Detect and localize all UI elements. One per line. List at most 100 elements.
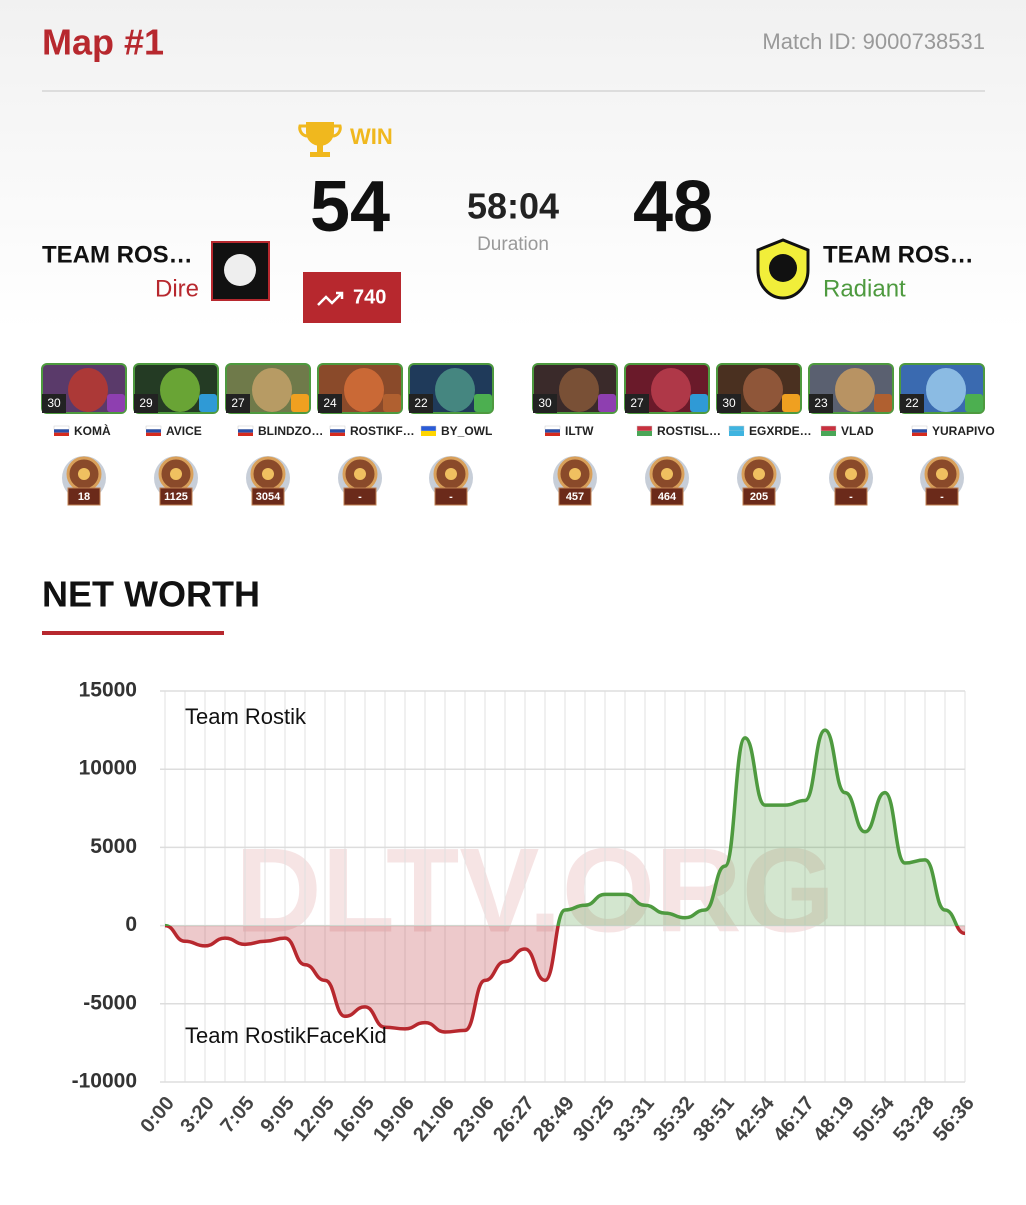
flag bbox=[820, 425, 837, 432]
flag bbox=[146, 429, 161, 433]
flag bbox=[545, 429, 560, 433]
rank-plate bbox=[834, 487, 868, 506]
hero-level: 24 bbox=[323, 396, 337, 410]
rank-number: - bbox=[849, 491, 853, 503]
rank-plate bbox=[343, 487, 377, 506]
player-card[interactable]: 30 KOMÀ 18 bbox=[41, 363, 127, 506]
trophy bbox=[298, 122, 342, 157]
rating-change: 740 bbox=[353, 286, 386, 308]
section-title: NET WORTH bbox=[42, 574, 260, 615]
rank-number: 464 bbox=[658, 491, 677, 503]
right-score: 48 bbox=[633, 167, 713, 247]
player-card[interactable]: 22 BY_OWL - bbox=[408, 363, 494, 506]
rank-core bbox=[845, 468, 857, 480]
role-icon bbox=[199, 394, 217, 412]
player-card[interactable]: 30 ILTW 457 bbox=[532, 363, 618, 506]
rank-number: 1125 bbox=[164, 491, 188, 503]
level-box bbox=[809, 394, 833, 413]
player-name: EGXRDE… bbox=[749, 424, 812, 438]
role-icon bbox=[474, 394, 492, 412]
player-card[interactable]: 27 BLINDZO… 3054 bbox=[225, 363, 323, 506]
player-card[interactable]: 24 ROSTIKF… - bbox=[317, 363, 415, 506]
player-card[interactable]: 27 ROSTISL… 464 bbox=[624, 363, 721, 506]
player-card[interactable]: 30 EGXRDE… 205 bbox=[716, 363, 812, 506]
player-card[interactable]: 29 AVICE 1125 bbox=[133, 363, 219, 506]
hero-art bbox=[743, 368, 783, 412]
hero-art bbox=[435, 368, 475, 412]
rank-number: 18 bbox=[78, 491, 90, 503]
player-card[interactable]: 22 YURAPIVO - bbox=[899, 363, 995, 506]
y-tick-label: 5000 bbox=[90, 835, 137, 858]
x-tick-label: 19:06 bbox=[369, 1092, 419, 1145]
player-name: ROSTIKF… bbox=[350, 424, 415, 438]
rank-plate bbox=[925, 487, 959, 506]
flag bbox=[912, 432, 927, 436]
rank-number: 205 bbox=[750, 491, 768, 503]
rating-box bbox=[303, 272, 401, 323]
player-card[interactable]: 23 VLAD - bbox=[808, 363, 894, 506]
team-name: TEAM ROS… bbox=[42, 241, 193, 268]
players: 30 KOMÀ 18 29 AVICE 1125 27 BLINDZO… 3054 24 ROSTI… bbox=[41, 363, 995, 506]
role-icon bbox=[874, 394, 892, 412]
flag bbox=[544, 425, 561, 430]
flag bbox=[53, 425, 70, 430]
rank-number: - bbox=[940, 491, 944, 503]
duration: 58:04 bbox=[467, 186, 559, 227]
match-id: Match ID: 9000738531 bbox=[762, 29, 985, 54]
x-tick-label: 46:17 bbox=[769, 1092, 819, 1145]
trend-icon bbox=[317, 291, 344, 306]
player-name: BY_OWL bbox=[441, 424, 492, 438]
left-score: 54 bbox=[310, 167, 390, 247]
rank-number: 3054 bbox=[256, 491, 281, 503]
team-logo-art bbox=[769, 254, 797, 282]
flag bbox=[420, 425, 437, 432]
player-name: BLINDZO… bbox=[258, 424, 323, 438]
y-tick-label: -5000 bbox=[83, 991, 137, 1014]
x-tick-label: 26:27 bbox=[489, 1092, 539, 1145]
rank-number: 457 bbox=[566, 491, 584, 503]
flag bbox=[146, 432, 161, 436]
x-tick-label: 50:54 bbox=[849, 1092, 899, 1146]
role-icon bbox=[291, 394, 309, 412]
header-bg bbox=[0, 0, 1026, 330]
rank-core bbox=[445, 468, 457, 480]
hero-art bbox=[651, 368, 691, 412]
player-name: KOMÀ bbox=[74, 423, 111, 438]
y-tick-label: 0 bbox=[125, 913, 137, 936]
level-box bbox=[42, 394, 66, 413]
rank-plate bbox=[251, 487, 285, 506]
result: WIN bbox=[350, 124, 393, 149]
rank-core bbox=[936, 468, 948, 480]
rank-core bbox=[354, 468, 366, 480]
role-icon bbox=[598, 394, 616, 412]
player-name: ILTW bbox=[565, 424, 594, 438]
y-tick-label: 15000 bbox=[79, 679, 137, 702]
x-tick-label: 16:05 bbox=[329, 1092, 379, 1145]
legend-label: Team Rostik bbox=[185, 704, 307, 729]
hero-level: 29 bbox=[139, 396, 153, 410]
player-name: VLAD bbox=[841, 424, 874, 438]
rank-number: - bbox=[358, 491, 362, 503]
flag bbox=[237, 425, 254, 430]
level-box bbox=[900, 394, 924, 413]
hero-art bbox=[835, 368, 875, 412]
flag bbox=[728, 425, 745, 432]
player-name: YURAPIVO bbox=[932, 424, 995, 438]
rank-number: - bbox=[449, 491, 453, 503]
x-tick-label: 42:54 bbox=[729, 1092, 779, 1146]
rank-plate bbox=[159, 487, 193, 506]
flag bbox=[329, 425, 346, 430]
flag bbox=[821, 431, 836, 436]
team-name: TEAM ROS… bbox=[823, 241, 974, 268]
rank-core bbox=[661, 468, 673, 480]
flag bbox=[637, 431, 652, 436]
flag bbox=[145, 425, 162, 430]
level-box bbox=[625, 394, 649, 413]
flag bbox=[912, 429, 927, 433]
flag bbox=[545, 432, 560, 436]
flag bbox=[330, 429, 345, 433]
hero-level: 23 bbox=[814, 396, 828, 410]
level-box bbox=[134, 394, 158, 413]
